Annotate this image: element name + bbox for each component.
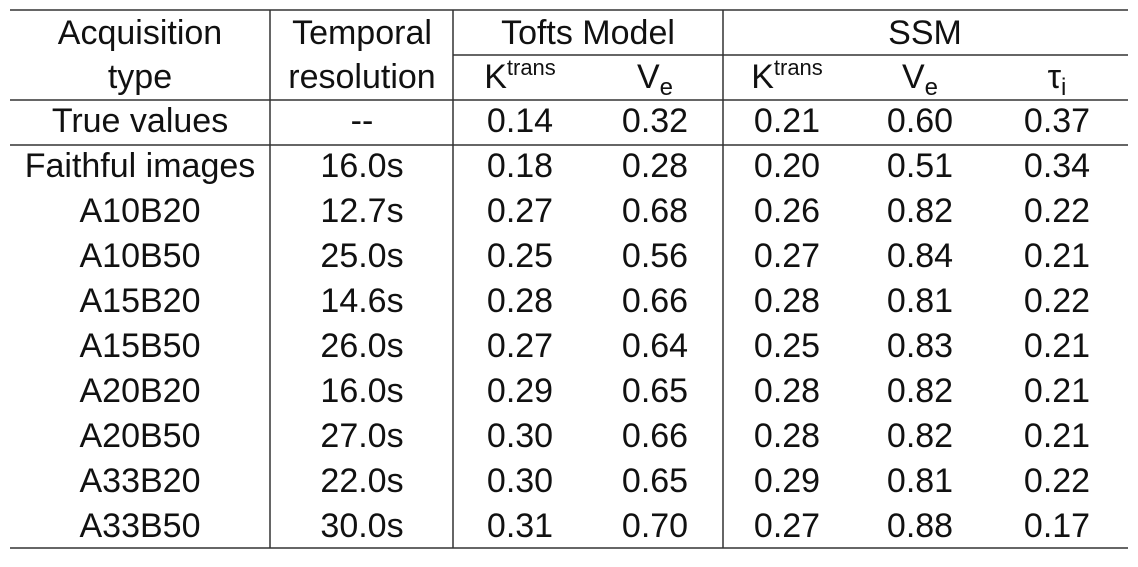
cell: 0.26	[754, 192, 820, 230]
row-label: A20B20	[80, 372, 201, 410]
cell: 0.21	[1024, 372, 1090, 410]
cell: 0.64	[622, 327, 688, 365]
cell: 0.22	[1024, 192, 1090, 230]
cell: 0.81	[887, 462, 953, 500]
row-label: A20B50	[80, 417, 201, 455]
cell: 16.0s	[320, 147, 403, 185]
cell: 0.17	[1024, 507, 1090, 545]
cell: 0.32	[622, 102, 688, 140]
cell: 0.22	[1024, 282, 1090, 320]
cell: 0.28	[487, 282, 553, 320]
row-label: A10B20	[80, 192, 201, 230]
cell: 0.14	[487, 102, 553, 140]
row-label: A15B20	[80, 282, 201, 320]
header-cell: type	[108, 58, 172, 96]
header-cell: SSM	[888, 14, 962, 52]
header-cell: resolution	[288, 58, 435, 96]
cell: 0.83	[887, 327, 953, 365]
cell: 0.27	[754, 507, 820, 545]
cell: 30.0s	[320, 507, 403, 545]
row-label: True values	[52, 102, 228, 140]
cell: 0.27	[487, 327, 553, 365]
header-cell: Temporal	[292, 14, 432, 52]
cell: 0.21	[1024, 237, 1090, 275]
cell: 0.27	[754, 237, 820, 275]
cell: 0.66	[622, 282, 688, 320]
cell: 0.30	[487, 417, 553, 455]
cell: 0.21	[1024, 327, 1090, 365]
cell: 0.56	[622, 237, 688, 275]
param-symbol: K	[484, 58, 507, 96]
superscript: trans	[507, 55, 556, 80]
cell: 0.60	[887, 102, 953, 140]
row-label: A33B20	[80, 462, 201, 500]
subscript: i	[1061, 74, 1066, 101]
param-symbol: V	[637, 58, 660, 96]
param-header: Ktrans	[751, 55, 823, 96]
param-header: Ktrans	[484, 55, 556, 96]
row-label: Faithful images	[25, 147, 256, 185]
header-cell: Acquisition	[58, 14, 222, 52]
cell: 22.0s	[320, 462, 403, 500]
cell: 0.84	[887, 237, 953, 275]
cell: 0.65	[622, 462, 688, 500]
cell: 0.51	[887, 147, 953, 185]
param-symbol: τ	[1048, 58, 1062, 96]
cell: 16.0s	[320, 372, 403, 410]
cell: 0.22	[1024, 462, 1090, 500]
cell: 0.29	[754, 462, 820, 500]
cell: 0.20	[754, 147, 820, 185]
cell: 0.37	[1024, 102, 1090, 140]
cell: 0.66	[622, 417, 688, 455]
cell: 0.82	[887, 192, 953, 230]
cell: 0.82	[887, 417, 953, 455]
param-header: Ve	[637, 58, 673, 101]
cell: 0.81	[887, 282, 953, 320]
cell: 26.0s	[320, 327, 403, 365]
cell: 27.0s	[320, 417, 403, 455]
cell: 0.28	[754, 372, 820, 410]
cell: 12.7s	[320, 192, 403, 230]
cell: 0.30	[487, 462, 553, 500]
cell: 0.28	[622, 147, 688, 185]
cell: 0.34	[1024, 147, 1090, 185]
cell: 0.21	[1024, 417, 1090, 455]
cell: 0.31	[487, 507, 553, 545]
subscript: e	[660, 74, 673, 101]
superscript: trans	[774, 55, 823, 80]
cell: 14.6s	[320, 282, 403, 320]
cell: 0.65	[622, 372, 688, 410]
cell: 0.28	[754, 282, 820, 320]
cell: 0.21	[754, 102, 820, 140]
cell: 25.0s	[320, 237, 403, 275]
param-header: τi	[1048, 58, 1067, 101]
param-symbol: K	[751, 58, 774, 96]
cell: 0.29	[487, 372, 553, 410]
cell: 0.88	[887, 507, 953, 545]
param-symbol: V	[902, 58, 925, 96]
row-label: A10B50	[80, 237, 201, 275]
cell: 0.27	[487, 192, 553, 230]
subscript: e	[925, 74, 938, 101]
row-label: A33B50	[80, 507, 201, 545]
cell: 0.28	[754, 417, 820, 455]
cell: 0.25	[754, 327, 820, 365]
header-cell: Tofts Model	[501, 14, 675, 52]
cell: 0.70	[622, 507, 688, 545]
row-label: A15B50	[80, 327, 201, 365]
cell: 0.82	[887, 372, 953, 410]
cell: 0.18	[487, 147, 553, 185]
cell: --	[351, 102, 374, 140]
cell: 0.25	[487, 237, 553, 275]
param-header: Ve	[902, 58, 938, 101]
cell: 0.68	[622, 192, 688, 230]
